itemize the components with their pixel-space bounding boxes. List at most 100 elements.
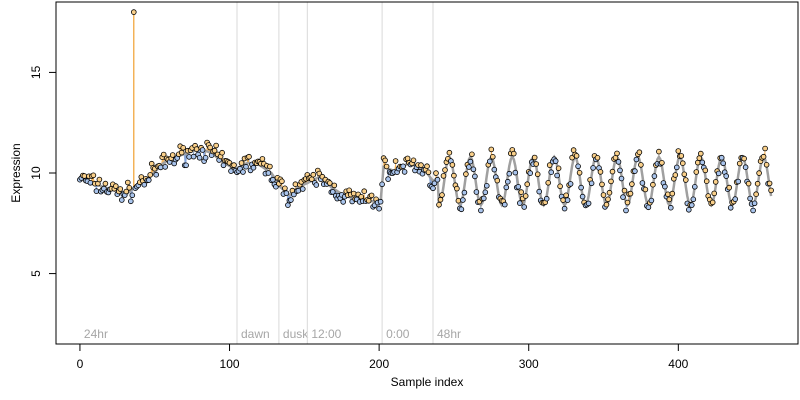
data-point xyxy=(735,178,741,185)
data-point xyxy=(270,176,276,183)
data-point xyxy=(451,172,457,179)
data-point xyxy=(190,153,197,160)
data-point xyxy=(463,171,469,177)
data-point xyxy=(627,190,634,197)
data-point xyxy=(534,171,541,178)
data-point xyxy=(425,169,432,176)
data-point xyxy=(310,171,317,178)
data-point xyxy=(491,166,498,173)
data-point xyxy=(186,154,192,160)
data-point xyxy=(543,195,550,202)
data-point xyxy=(620,194,626,200)
data-point xyxy=(768,187,774,194)
data-point xyxy=(688,202,695,208)
data-point xyxy=(117,186,124,192)
data-point xyxy=(564,197,571,203)
data-point xyxy=(196,155,203,161)
data-point xyxy=(756,170,762,176)
data-point xyxy=(246,153,252,160)
data-point xyxy=(131,9,137,15)
data-point xyxy=(518,189,524,195)
data-point xyxy=(732,196,738,202)
data-point xyxy=(552,158,559,164)
region-label: dusk xyxy=(283,327,309,341)
data-point xyxy=(392,158,399,164)
data-point xyxy=(350,190,357,197)
region-label: 24hr xyxy=(84,327,108,341)
data-point xyxy=(365,198,372,204)
data-point xyxy=(727,205,734,211)
data-point xyxy=(440,173,447,179)
x-tick-label: 200 xyxy=(369,357,389,371)
data-point xyxy=(690,196,697,203)
data-point xyxy=(669,190,676,197)
data-point xyxy=(656,148,662,155)
data-point xyxy=(702,167,709,174)
data-point xyxy=(766,180,773,187)
data-point xyxy=(211,147,218,154)
region-label: 12:00 xyxy=(311,327,341,341)
data-point xyxy=(153,171,160,178)
x-tick-label: 100 xyxy=(220,357,240,371)
data-point xyxy=(763,162,770,168)
data-point xyxy=(283,190,290,196)
data-point xyxy=(180,145,187,151)
data-point xyxy=(437,196,444,203)
data-point xyxy=(573,153,580,159)
data-point xyxy=(533,161,539,167)
data-point xyxy=(609,168,616,175)
data-point xyxy=(207,144,213,151)
data-point xyxy=(482,189,489,196)
data-point xyxy=(711,190,717,197)
data-point xyxy=(624,199,631,206)
data-point xyxy=(555,165,562,172)
data-point xyxy=(160,151,167,158)
data-point xyxy=(162,164,169,170)
data-point xyxy=(436,202,442,208)
data-point xyxy=(575,163,581,170)
data-point xyxy=(597,169,604,175)
data-point xyxy=(202,155,209,161)
data-point xyxy=(554,172,560,179)
data-point xyxy=(147,172,154,178)
data-point xyxy=(87,180,94,186)
data-point xyxy=(720,160,726,167)
data-point xyxy=(560,197,566,203)
data-point xyxy=(648,197,655,204)
data-point xyxy=(754,180,761,187)
data-point xyxy=(240,169,246,175)
data-point xyxy=(299,186,306,192)
data-point xyxy=(521,204,527,210)
region-label: 48hr xyxy=(437,327,461,341)
data-point xyxy=(433,170,439,176)
data-point xyxy=(608,178,614,185)
data-point xyxy=(238,160,245,166)
x-axis: 0 100 200 300 400 xyxy=(77,343,689,371)
data-point xyxy=(642,186,649,193)
data-point xyxy=(259,156,266,162)
data-point xyxy=(548,169,554,176)
data-point xyxy=(285,202,291,208)
data-point xyxy=(515,184,522,190)
data-point xyxy=(220,162,227,169)
data-point xyxy=(762,145,768,152)
y-tick-label: 10 xyxy=(29,166,43,180)
data-point xyxy=(81,173,88,179)
data-point xyxy=(385,176,391,182)
data-point xyxy=(667,204,674,211)
data-point xyxy=(606,189,613,196)
data-point xyxy=(90,172,97,179)
data-point xyxy=(431,180,438,187)
data-point xyxy=(603,201,610,208)
data-point xyxy=(599,181,605,188)
data-point xyxy=(157,164,164,171)
data-point xyxy=(588,180,595,187)
data-point xyxy=(458,206,465,213)
data-point xyxy=(709,199,716,206)
deviation-fill xyxy=(382,158,384,185)
data-point xyxy=(329,189,336,195)
data-point xyxy=(563,192,569,199)
data-point xyxy=(742,164,749,171)
data-point xyxy=(672,172,679,178)
